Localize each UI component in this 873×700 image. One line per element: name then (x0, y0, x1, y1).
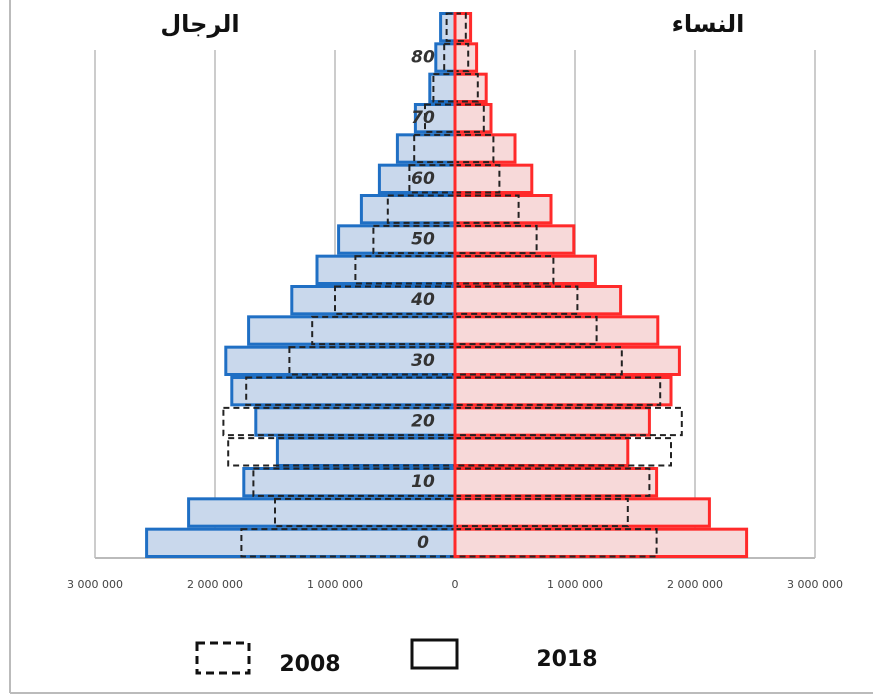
legend-label: 2008 (279, 652, 340, 677)
bar-dashed (408, 164, 456, 194)
bar-dashed (454, 255, 555, 285)
bar-dashed (454, 103, 485, 133)
bar (247, 315, 457, 346)
bar (145, 527, 457, 559)
bar (453, 376, 673, 407)
bar-dashed (288, 346, 456, 376)
bar (453, 12, 473, 43)
x-tick-label: 3 000 000 (787, 578, 843, 591)
bar (453, 436, 630, 467)
age-label: 50 (411, 230, 435, 250)
bar (453, 133, 517, 164)
bar (315, 254, 457, 285)
bar (453, 42, 479, 73)
bar (453, 315, 660, 346)
bar (453, 345, 681, 376)
bar (453, 527, 749, 559)
x-tick-label: 0 (452, 578, 459, 591)
bar (337, 224, 457, 255)
bar (453, 72, 488, 103)
x-tick-label: 2 000 000 (187, 578, 243, 591)
bar (453, 103, 493, 134)
age-label: 10 (411, 472, 435, 492)
bar (395, 133, 457, 164)
bar (290, 285, 457, 316)
bar (275, 436, 457, 467)
bar (453, 467, 659, 498)
x-tick-label: 1 000 000 (547, 578, 603, 591)
legend-swatch (410, 638, 459, 670)
bar-dashed (454, 73, 479, 103)
bar (453, 497, 711, 528)
legend-label: 2018 (536, 647, 597, 672)
left-title: الرجال (160, 10, 239, 38)
bar (359, 194, 457, 225)
bar (230, 376, 457, 407)
age-label: 40 (410, 290, 435, 310)
bar (434, 42, 457, 73)
x-tick-label: 2 000 000 (667, 578, 723, 591)
age-label: 80 (411, 48, 435, 68)
bar (413, 103, 457, 134)
bar-dashed (454, 194, 520, 224)
bar (187, 497, 457, 528)
bar (453, 194, 553, 225)
age-label: 30 (411, 351, 435, 371)
right-title: النساء (672, 10, 745, 38)
x-tick-label: 1 000 000 (307, 578, 363, 591)
age-label: 0 (417, 533, 429, 553)
age-label: 60 (411, 169, 435, 189)
bar-dashed (454, 164, 501, 194)
bar (254, 406, 457, 437)
bar (439, 12, 457, 43)
bar-dashed (311, 315, 457, 346)
age-label: 70 (411, 108, 435, 128)
bar-dashed (454, 133, 495, 164)
age-label: 20 (411, 412, 435, 432)
legend-swatch (195, 641, 251, 675)
bar (453, 254, 597, 285)
x-tick-label: 3 000 000 (67, 578, 123, 591)
bar (453, 406, 651, 437)
bar (453, 224, 576, 255)
bar (453, 285, 623, 316)
bar (453, 163, 534, 195)
